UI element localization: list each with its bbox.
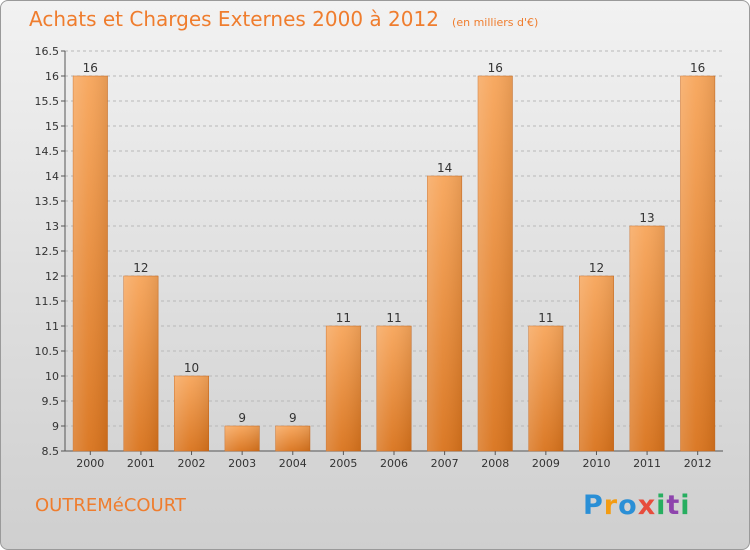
y-tick-label: 12 bbox=[45, 270, 59, 283]
commune-name: OUTREMéCOURT bbox=[35, 495, 186, 516]
proxiti-logo: Proxiti bbox=[583, 490, 691, 521]
y-tick-label: 15 bbox=[45, 120, 59, 133]
bar-shine bbox=[224, 426, 260, 451]
y-tick-label: 13 bbox=[45, 220, 59, 233]
value-label: 11 bbox=[538, 311, 553, 325]
y-tick-label: 10 bbox=[45, 370, 59, 383]
y-tick-label: 16.5 bbox=[35, 45, 60, 58]
value-label: 11 bbox=[336, 311, 351, 325]
x-tick-label: 2012 bbox=[684, 457, 712, 470]
y-tick-label: 8.5 bbox=[42, 445, 60, 458]
y-tick-label: 16 bbox=[45, 70, 59, 83]
y-tick-label: 15.5 bbox=[35, 95, 60, 108]
bars bbox=[72, 75, 716, 452]
x-tick-label: 2006 bbox=[380, 457, 408, 470]
logo-letter: P bbox=[583, 490, 604, 521]
value-label: 13 bbox=[639, 211, 654, 225]
y-tick-label: 9 bbox=[52, 420, 59, 433]
logo-letter: r bbox=[603, 490, 619, 521]
bar-shine bbox=[174, 376, 209, 451]
value-label: 14 bbox=[437, 161, 452, 175]
bar-shine bbox=[680, 76, 715, 451]
logo-letter: o bbox=[618, 490, 638, 521]
value-label: 11 bbox=[386, 311, 401, 325]
bar-shine bbox=[528, 326, 564, 451]
x-tick-label: 2004 bbox=[279, 457, 307, 470]
value-label: 12 bbox=[589, 261, 604, 275]
y-tick-label: 11.5 bbox=[35, 295, 60, 308]
logo-letter: i bbox=[656, 490, 667, 521]
logo-letter: t bbox=[666, 490, 681, 521]
x-tick-label: 2008 bbox=[481, 457, 509, 470]
y-tick-label: 9.5 bbox=[42, 395, 60, 408]
bar-shine bbox=[579, 276, 614, 451]
y-tick-label: 11 bbox=[45, 320, 59, 333]
value-label: 10 bbox=[184, 361, 199, 375]
x-tick-label: 2010 bbox=[582, 457, 610, 470]
value-label: 9 bbox=[238, 411, 246, 425]
value-label: 16 bbox=[690, 61, 705, 75]
x-tick-label: 2009 bbox=[532, 457, 560, 470]
bar-shine bbox=[326, 326, 361, 451]
labels: 8.5 9 9.5 10 10.5 11 11.5 12 12.5 13 13.5 14 14.5 15 1… bbox=[35, 45, 712, 470]
y-tick-label: 14 bbox=[45, 170, 59, 183]
logo-letter: i bbox=[680, 490, 691, 521]
value-label: 16 bbox=[83, 61, 98, 75]
x-tick-label: 2002 bbox=[178, 457, 206, 470]
bar-shine bbox=[478, 76, 513, 451]
logo-letter: x bbox=[637, 490, 657, 521]
title-row: Achats et Charges Externes 2000 à 2012 (… bbox=[29, 7, 538, 31]
bar-shine bbox=[629, 226, 665, 451]
value-label: 9 bbox=[289, 411, 297, 425]
x-tick-label: 2007 bbox=[431, 457, 459, 470]
x-tick-label: 2001 bbox=[127, 457, 155, 470]
x-tick-label: 2000 bbox=[76, 457, 104, 470]
chart-subtitle: (en milliers d'€) bbox=[452, 16, 539, 29]
bar-shine bbox=[376, 326, 412, 451]
value-label: 12 bbox=[133, 261, 148, 275]
x-tick-label: 2005 bbox=[329, 457, 357, 470]
bar-shine bbox=[123, 276, 159, 451]
x-tick-label: 2003 bbox=[228, 457, 256, 470]
bar-shine bbox=[427, 176, 462, 451]
x-tick-label: 2011 bbox=[633, 457, 661, 470]
value-label: 16 bbox=[488, 61, 503, 75]
y-tick-label: 14.5 bbox=[35, 145, 60, 158]
y-tick-label: 10.5 bbox=[35, 345, 60, 358]
bar-shine bbox=[275, 426, 310, 451]
y-tick-label: 12.5 bbox=[35, 245, 60, 258]
bar-shine bbox=[73, 76, 108, 451]
y-tick-label: 13.5 bbox=[35, 195, 60, 208]
chart-title: Achats et Charges Externes 2000 à 2012 bbox=[29, 7, 439, 31]
